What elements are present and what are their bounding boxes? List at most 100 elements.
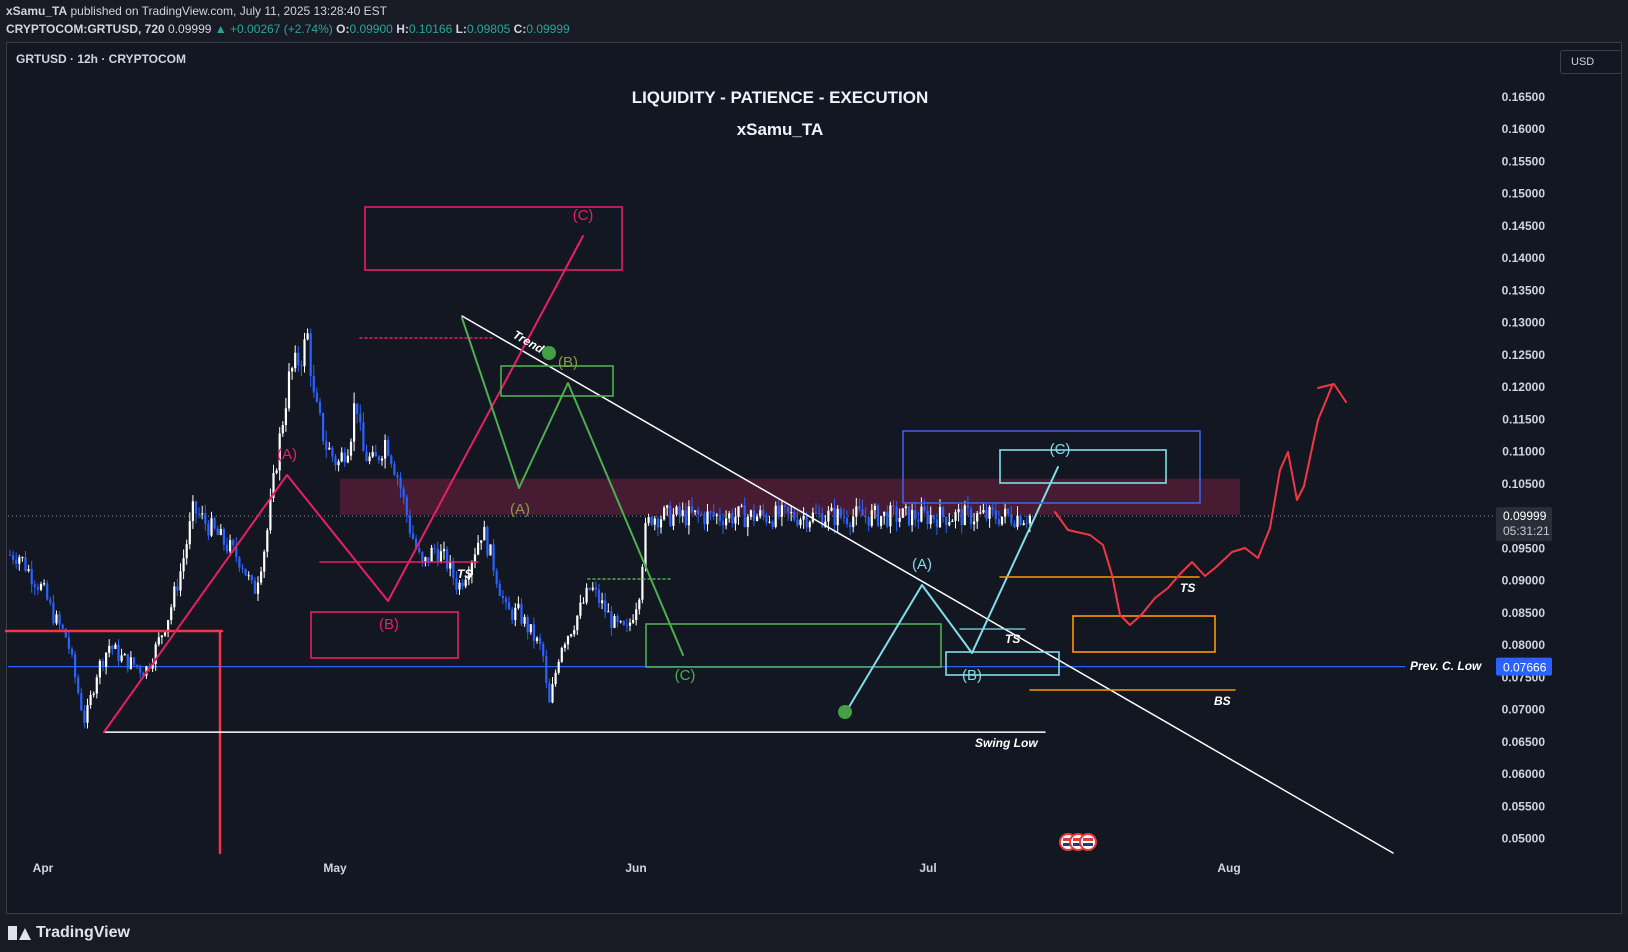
- currency-button[interactable]: USD: [1560, 50, 1622, 74]
- candle-body: [653, 518, 656, 525]
- candle-body: [756, 516, 759, 521]
- y-tick-label: 0.15000: [1502, 187, 1546, 201]
- candle-body: [266, 530, 269, 552]
- green-b-label: (B): [558, 354, 578, 371]
- candle-body: [278, 433, 281, 471]
- open-label: O:: [336, 22, 350, 36]
- y-tick-label: 0.13000: [1502, 316, 1546, 330]
- candle-body: [303, 339, 306, 367]
- candle-body: [635, 609, 638, 620]
- publisher-name[interactable]: xSamu_TA: [6, 4, 68, 18]
- candle-body: [108, 645, 111, 653]
- flag-stripe: [1073, 843, 1083, 846]
- candle-body: [839, 508, 842, 518]
- candle-body: [787, 506, 790, 513]
- green-c-label: (C): [675, 667, 696, 684]
- candle-body: [235, 545, 238, 558]
- candle-body: [728, 513, 731, 519]
- candle-body: [740, 505, 743, 507]
- candle-body: [1022, 523, 1025, 526]
- candle-body: [470, 562, 473, 575]
- candle-body: [889, 505, 892, 527]
- candle-body: [287, 371, 291, 409]
- candle-body: [790, 512, 793, 514]
- candle-body: [594, 587, 597, 590]
- candle-body: [501, 595, 504, 599]
- candle-body: [616, 616, 619, 622]
- candle-body: [818, 512, 821, 514]
- candle-body: [539, 637, 542, 644]
- candle-body: [256, 582, 260, 594]
- candle-body: [563, 644, 566, 648]
- low-value: 0.09805: [466, 22, 511, 36]
- chart-canvas[interactable]: (A) (B) (C) (A) (B) (C) (A) (B) (C) Trend TS TS TS BS…: [0, 0, 1628, 916]
- candle-body: [275, 470, 278, 473]
- candle-body: [33, 584, 36, 587]
- candle-body: [799, 519, 802, 526]
- candle-body: [229, 540, 232, 552]
- candle-body: [331, 447, 334, 457]
- pink-target-box: [364, 206, 623, 271]
- candle-body: [982, 510, 985, 513]
- ohlc-line: CRYPTOCOM:GRTUSD, 720 0.09999 ▲ +0.00267…: [6, 22, 570, 36]
- candle-body: [548, 682, 551, 703]
- candle-body: [656, 518, 659, 528]
- candle-body: [678, 506, 681, 516]
- candle-body: [36, 586, 39, 590]
- pink-b-box: [310, 611, 459, 659]
- tradingview-logo[interactable]: TradingView: [8, 924, 130, 942]
- candle-body: [117, 644, 120, 662]
- candle-body: [1019, 515, 1022, 526]
- candle-body: [89, 695, 92, 705]
- candle-body: [895, 506, 898, 522]
- candle-body: [114, 644, 117, 649]
- candle-body: [151, 663, 154, 669]
- candle-body: [613, 616, 616, 628]
- candle-body: [718, 514, 721, 521]
- candle-body: [1028, 515, 1031, 524]
- pink-a-label: (A): [277, 446, 297, 463]
- candle-body: [216, 528, 219, 535]
- candle-body: [802, 515, 805, 520]
- candle-body: [346, 455, 349, 463]
- candle-body: [907, 506, 911, 526]
- chart-symbol[interactable]: GRTUSD · 12h · CRYPTOCOM: [16, 52, 187, 66]
- candle-body: [811, 512, 814, 522]
- candle-body: [477, 542, 480, 555]
- y-tick-label: 0.08500: [1502, 606, 1546, 620]
- candle-body: [204, 513, 207, 524]
- candle-body: [433, 547, 436, 549]
- candle-body: [105, 652, 108, 668]
- close-label: C:: [513, 22, 527, 36]
- y-tick-label: 0.05000: [1502, 832, 1546, 846]
- candle-body: [232, 540, 235, 546]
- candle-body: [30, 569, 33, 585]
- candle-body: [535, 637, 539, 641]
- chart-title: LIQUIDITY - PATIENCE - EXECUTION: [631, 88, 929, 107]
- candle-body: [935, 519, 938, 528]
- candle-body: [464, 579, 467, 587]
- candle-body: [461, 582, 464, 587]
- y-tick-label: 0.16500: [1502, 90, 1546, 104]
- high-label: H:: [396, 22, 409, 36]
- candle-body: [167, 620, 170, 633]
- candle-body: [374, 452, 377, 457]
- candle-body: [545, 656, 548, 683]
- candle-body: [827, 510, 830, 522]
- candle-body: [483, 526, 486, 541]
- candle-body: [700, 514, 703, 516]
- candle-body: [632, 619, 635, 623]
- bs-label: BS: [1214, 694, 1231, 708]
- economic-event-icon[interactable]: [1079, 833, 1097, 851]
- candle-body: [198, 513, 201, 515]
- candle-body: [542, 643, 545, 657]
- candle-body: [870, 510, 873, 526]
- candle-body: [684, 510, 687, 526]
- candle-body: [762, 510, 765, 516]
- y-tick-label: 0.09500: [1502, 541, 1546, 555]
- candle-body: [179, 571, 182, 591]
- candle-body: [867, 517, 870, 526]
- open-value: 0.09900: [349, 22, 393, 36]
- chart-frame[interactable]: [6, 42, 1622, 914]
- candle-body: [157, 637, 160, 645]
